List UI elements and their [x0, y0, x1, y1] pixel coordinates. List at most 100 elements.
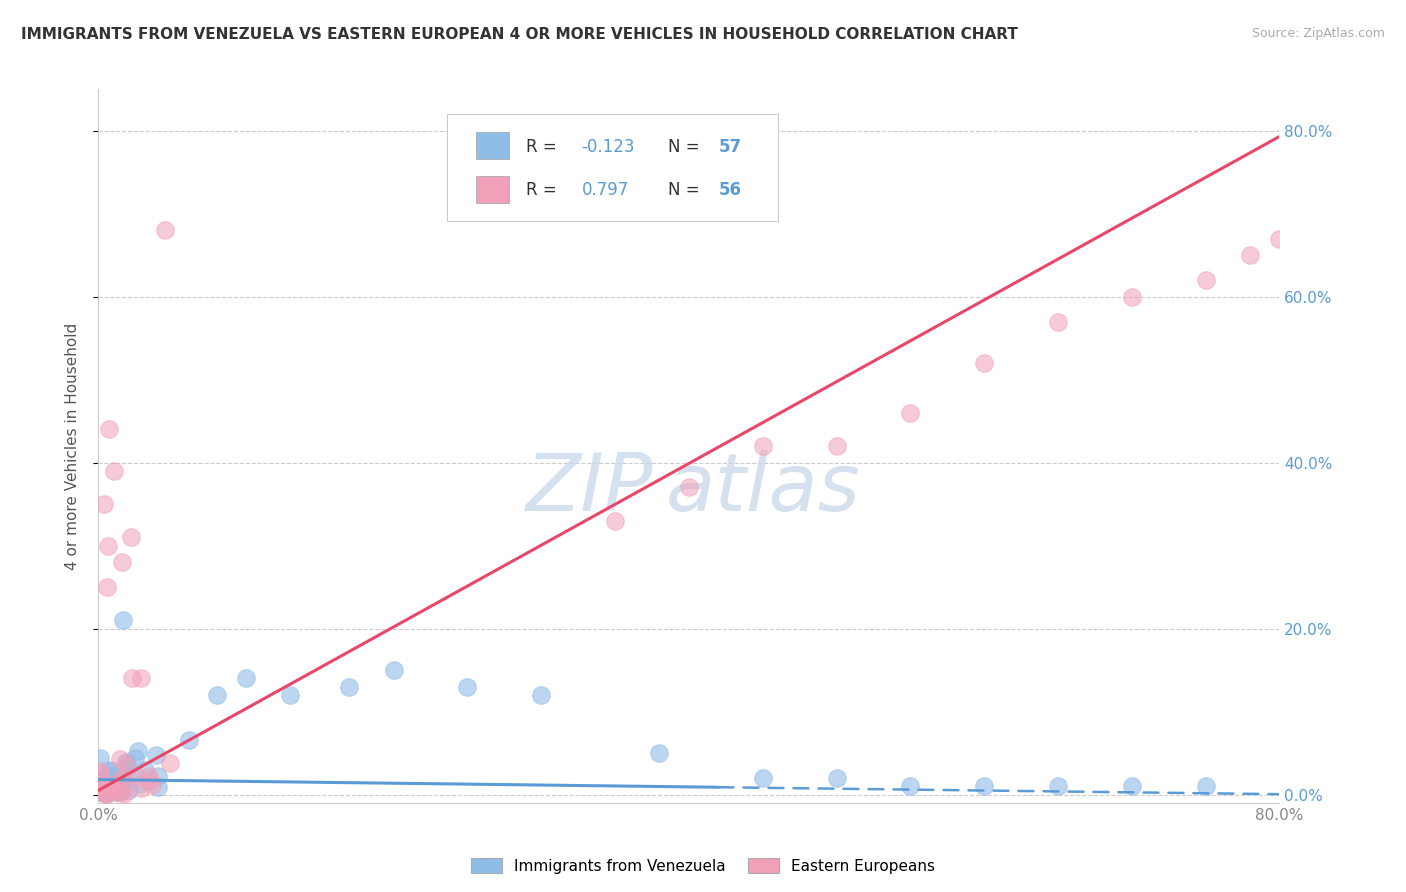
- Point: [205, 688, 228, 702]
- Text: -0.123: -0.123: [582, 137, 636, 155]
- Point: [129, 671, 152, 685]
- Point: [153, 223, 176, 237]
- Point: [89, 780, 111, 795]
- Point: [115, 769, 138, 783]
- Point: [648, 746, 671, 760]
- Point: [117, 759, 139, 773]
- Text: R =: R =: [526, 137, 562, 155]
- Point: [111, 765, 134, 780]
- Point: [112, 787, 135, 801]
- Point: [1046, 779, 1070, 793]
- Point: [339, 680, 361, 694]
- Point: [1372, 157, 1395, 171]
- Point: [89, 785, 111, 799]
- Point: [1327, 190, 1350, 204]
- Point: [100, 779, 122, 793]
- Point: [100, 783, 122, 797]
- Text: 56: 56: [718, 181, 741, 199]
- Point: [103, 778, 125, 792]
- Point: [177, 733, 200, 747]
- FancyBboxPatch shape: [447, 114, 778, 221]
- Text: IMMIGRANTS FROM VENEZUELA VS EASTERN EUROPEAN 4 OR MORE VEHICLES IN HOUSEHOLD CO: IMMIGRANTS FROM VENEZUELA VS EASTERN EUR…: [21, 27, 1018, 42]
- Point: [91, 780, 114, 794]
- Point: [111, 613, 134, 627]
- Point: [112, 773, 135, 788]
- Point: [105, 784, 128, 798]
- Point: [127, 744, 149, 758]
- Point: [97, 422, 120, 436]
- Point: [103, 781, 125, 796]
- Y-axis label: 4 or more Vehicles in Household: 4 or more Vehicles in Household: [65, 322, 80, 570]
- Point: [89, 780, 111, 794]
- Point: [117, 783, 139, 797]
- Point: [973, 356, 995, 370]
- Point: [825, 771, 848, 785]
- Point: [530, 688, 553, 702]
- Point: [110, 785, 132, 799]
- Point: [159, 756, 181, 770]
- Point: [752, 771, 775, 785]
- Point: [605, 514, 627, 528]
- Point: [100, 768, 122, 782]
- Point: [1121, 290, 1143, 304]
- Point: [103, 464, 125, 478]
- Text: ZIP: ZIP: [526, 450, 654, 528]
- Point: [235, 671, 257, 685]
- FancyBboxPatch shape: [477, 132, 509, 160]
- Point: [1195, 273, 1218, 287]
- Point: [111, 770, 134, 784]
- Point: [96, 580, 118, 594]
- Point: [94, 770, 117, 784]
- Point: [103, 782, 125, 797]
- Point: [1298, 215, 1320, 229]
- Point: [138, 769, 160, 783]
- Text: 0.797: 0.797: [582, 181, 628, 199]
- Point: [94, 787, 117, 801]
- Point: [90, 785, 112, 799]
- Point: [134, 763, 156, 777]
- Point: [752, 439, 775, 453]
- Point: [900, 406, 922, 420]
- Point: [94, 786, 117, 800]
- Point: [121, 671, 143, 685]
- Point: [103, 778, 125, 792]
- Point: [120, 530, 142, 544]
- Text: atlas: atlas: [665, 450, 860, 528]
- Point: [678, 481, 700, 495]
- Point: [146, 780, 169, 795]
- Point: [1121, 779, 1143, 793]
- Text: N =: N =: [668, 181, 704, 199]
- Point: [105, 785, 128, 799]
- Point: [124, 751, 146, 765]
- Point: [141, 778, 163, 792]
- Point: [97, 539, 120, 553]
- Point: [107, 784, 129, 798]
- Point: [90, 778, 112, 792]
- Point: [1386, 148, 1406, 162]
- Point: [127, 770, 149, 784]
- Point: [98, 785, 121, 799]
- Point: [91, 783, 114, 797]
- Point: [100, 764, 122, 778]
- Point: [1195, 779, 1218, 793]
- Text: R =: R =: [526, 181, 562, 199]
- Text: N =: N =: [668, 137, 704, 155]
- FancyBboxPatch shape: [477, 176, 509, 203]
- Point: [128, 777, 150, 791]
- Point: [1046, 314, 1070, 328]
- Text: Source: ZipAtlas.com: Source: ZipAtlas.com: [1251, 27, 1385, 40]
- Point: [825, 439, 848, 453]
- Point: [900, 779, 922, 793]
- Text: 57: 57: [718, 137, 741, 155]
- Point: [110, 781, 132, 796]
- Point: [97, 764, 120, 778]
- Point: [93, 777, 115, 791]
- Point: [89, 768, 111, 782]
- Point: [105, 775, 128, 789]
- Point: [280, 688, 302, 702]
- Point: [1239, 248, 1261, 262]
- Point: [146, 769, 169, 783]
- Point: [115, 757, 138, 772]
- Point: [382, 663, 405, 677]
- Point: [131, 780, 153, 795]
